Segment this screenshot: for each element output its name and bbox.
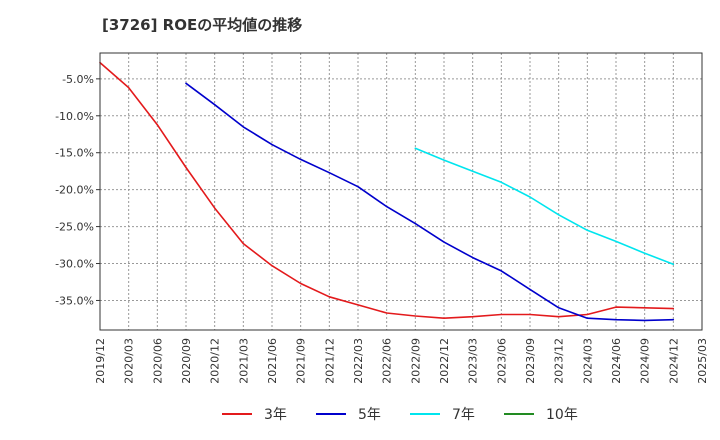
x-tick-label: 2021/12 [323,338,336,384]
y-axis-ticks: -5.0% -10.0% -15.0% -20.0% -25.0% -30.0% -35.0… [55,73,100,307]
x-tick-label: 2020/12 [209,338,222,384]
legend-label-4: 10年 [546,407,578,423]
x-axis-ticks: 2019/12 2020/03 2020/06 2020/09 2020/12 2021/… [94,338,709,384]
x-tick-label: 2024/09 [639,338,652,384]
x-tick-label: 2021/06 [266,338,279,384]
chart-title: [3726] ROEの平均値の推移 [102,16,303,34]
y-tick-label: -15.0% [55,147,94,160]
legend-label-2: 5年 [358,407,381,423]
x-tick-label: 2024/06 [610,338,623,384]
x-tick-label: 2020/06 [151,338,164,384]
legend: 3年 5年 7年 10年 [222,407,578,423]
x-tick-label: 2019/12 [94,338,107,384]
x-tick-label: 2022/12 [438,338,451,384]
x-tick-label: 2024/12 [667,338,680,384]
x-tick-label: 2020/03 [123,338,136,384]
legend-label-1: 3年 [264,407,287,423]
y-tick-label: -10.0% [55,110,94,123]
x-tick-label: 2023/09 [524,338,537,384]
x-tick-label: 2023/12 [553,338,566,384]
x-tick-label: 2025/03 [696,338,709,384]
y-tick-label: -20.0% [55,184,94,197]
series-line-3 [414,147,675,266]
x-tick-label: 2022/06 [381,338,394,384]
grid-lines [100,53,702,330]
x-tick-label: 2022/03 [352,338,365,384]
plot-frame [99,52,703,331]
x-tick-label: 2021/09 [295,338,308,384]
series-lines [99,61,675,322]
y-tick-label: -5.0% [62,73,94,86]
y-tick-label: -25.0% [55,221,94,234]
series-line-2 [185,82,675,322]
y-tick-label: -35.0% [55,294,94,307]
x-tick-label: 2022/09 [409,338,422,384]
x-tick-label: 2023/06 [495,338,508,384]
x-tick-label: 2021/03 [237,338,250,384]
legend-label-3: 7年 [452,407,475,423]
x-tick-label: 2020/09 [180,338,193,384]
x-tick-label: 2024/03 [581,338,594,384]
x-tick-label: 2023/03 [467,338,480,384]
y-tick-label: -30.0% [55,258,94,271]
